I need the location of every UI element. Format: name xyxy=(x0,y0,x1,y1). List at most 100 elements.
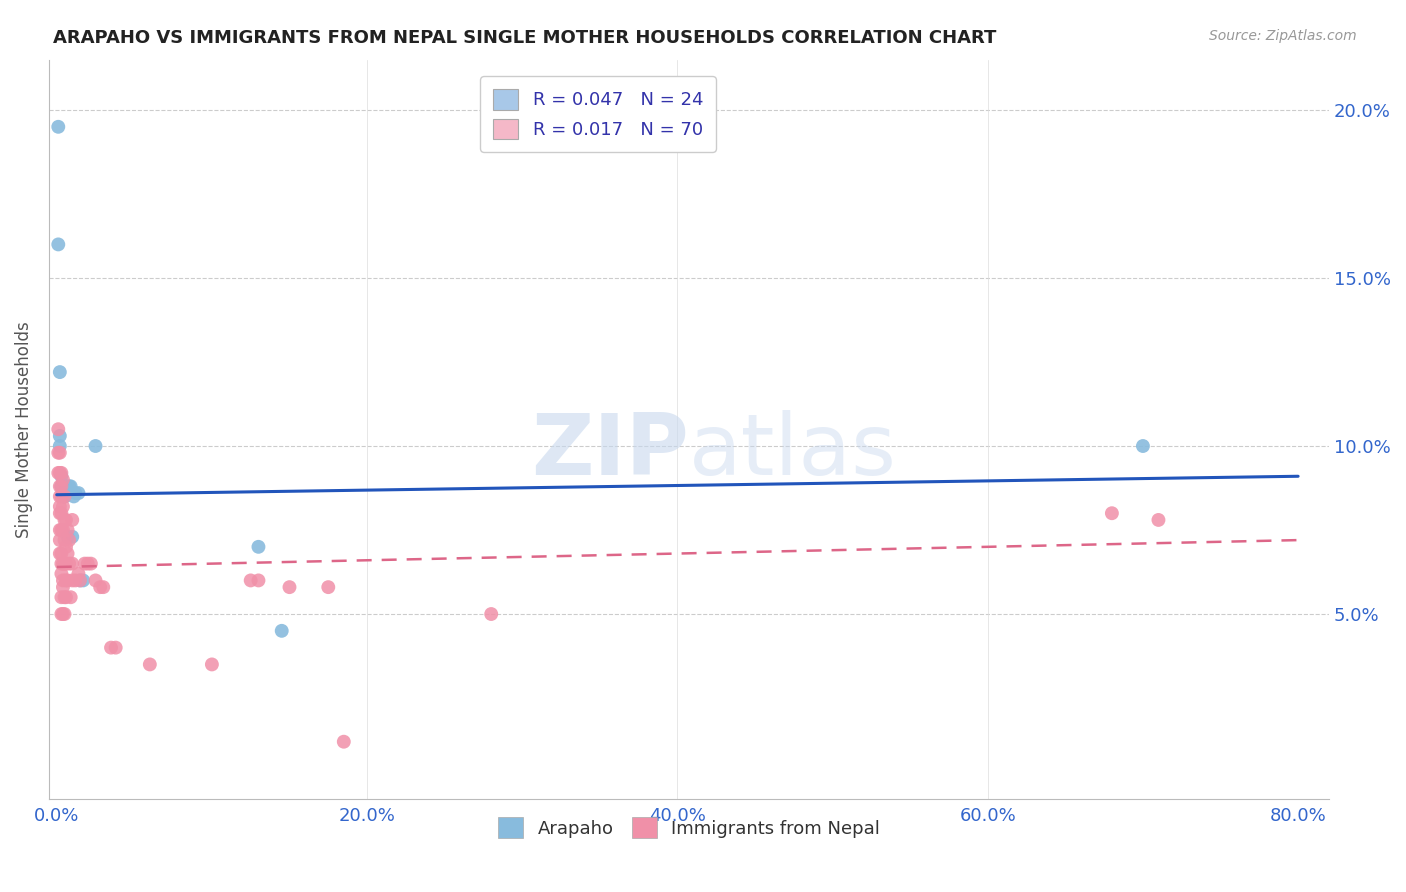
Point xyxy=(51,490,73,504)
Point xyxy=(49,500,72,514)
Point xyxy=(139,657,162,672)
Point xyxy=(58,557,80,571)
Point xyxy=(84,574,107,588)
Point xyxy=(46,466,69,480)
Point xyxy=(52,557,75,571)
Point xyxy=(59,591,82,605)
Point xyxy=(52,473,75,487)
Text: ARAPAHO VS IMMIGRANTS FROM NEPAL SINGLE MOTHER HOUSEHOLDS CORRELATION CHART: ARAPAHO VS IMMIGRANTS FROM NEPAL SINGLE … xyxy=(53,29,997,46)
Point xyxy=(278,580,301,594)
Point xyxy=(56,547,79,561)
Point xyxy=(52,486,75,500)
Point xyxy=(55,479,77,493)
Point xyxy=(52,523,75,537)
Point xyxy=(60,513,83,527)
Legend: Arapaho, Immigrants from Nepal: Arapaho, Immigrants from Nepal xyxy=(491,810,887,846)
Point xyxy=(52,607,75,621)
Point xyxy=(51,479,73,493)
Text: Source: ZipAtlas.com: Source: ZipAtlas.com xyxy=(1209,29,1357,43)
Point xyxy=(49,533,72,547)
Point xyxy=(53,591,76,605)
Point xyxy=(49,439,72,453)
Point xyxy=(201,657,224,672)
Point xyxy=(80,557,103,571)
Point xyxy=(270,624,292,638)
Point xyxy=(104,640,127,655)
Point xyxy=(72,574,94,588)
Point xyxy=(49,479,72,493)
Point xyxy=(55,574,77,588)
Point xyxy=(49,506,72,520)
Point xyxy=(51,566,73,581)
Text: atlas: atlas xyxy=(689,410,897,493)
Point xyxy=(56,530,79,544)
Point xyxy=(62,490,84,504)
Point xyxy=(67,486,90,500)
Point xyxy=(59,479,82,493)
Point xyxy=(91,580,114,594)
Point xyxy=(46,446,69,460)
Point xyxy=(49,429,72,443)
Point xyxy=(49,523,72,537)
Point xyxy=(1147,513,1170,527)
Point xyxy=(56,523,79,537)
Point xyxy=(53,490,76,504)
Text: ZIP: ZIP xyxy=(531,410,689,493)
Point xyxy=(53,490,76,504)
Point xyxy=(247,574,270,588)
Point xyxy=(67,566,90,581)
Point xyxy=(52,580,75,594)
Point xyxy=(53,607,76,621)
Point xyxy=(51,547,73,561)
Point xyxy=(60,557,83,571)
Point xyxy=(56,574,79,588)
Point xyxy=(55,557,77,571)
Point xyxy=(55,591,77,605)
Point xyxy=(84,439,107,453)
Point xyxy=(69,574,91,588)
Point xyxy=(51,557,73,571)
Point xyxy=(49,490,72,504)
Point xyxy=(51,523,73,537)
Point xyxy=(46,422,69,436)
Point xyxy=(52,500,75,514)
Point xyxy=(239,574,262,588)
Point xyxy=(51,591,73,605)
Point xyxy=(53,557,76,571)
Point xyxy=(53,513,76,527)
Point xyxy=(51,466,73,480)
Point xyxy=(65,574,87,588)
Point xyxy=(73,557,96,571)
Point xyxy=(51,469,73,483)
Point xyxy=(1101,506,1123,520)
Point xyxy=(49,547,72,561)
Point xyxy=(60,574,83,588)
Point xyxy=(49,446,72,460)
Point xyxy=(69,574,91,588)
Point xyxy=(58,479,80,493)
Point xyxy=(53,490,76,504)
Point xyxy=(89,580,111,594)
Point xyxy=(100,640,122,655)
Y-axis label: Single Mother Households: Single Mother Households xyxy=(15,321,32,538)
Point xyxy=(55,540,77,554)
Point xyxy=(1132,439,1154,453)
Point xyxy=(51,607,73,621)
Point xyxy=(247,540,270,554)
Point xyxy=(316,580,339,594)
Point xyxy=(76,557,98,571)
Point xyxy=(65,486,87,500)
Point xyxy=(55,513,77,527)
Point xyxy=(58,533,80,547)
Point xyxy=(479,607,502,621)
Point xyxy=(52,574,75,588)
Point xyxy=(60,530,83,544)
Point xyxy=(51,479,73,493)
Point xyxy=(51,506,73,520)
Point xyxy=(46,120,69,134)
Point xyxy=(49,365,72,379)
Point xyxy=(49,466,72,480)
Point xyxy=(46,237,69,252)
Point xyxy=(53,533,76,547)
Point xyxy=(333,735,356,749)
